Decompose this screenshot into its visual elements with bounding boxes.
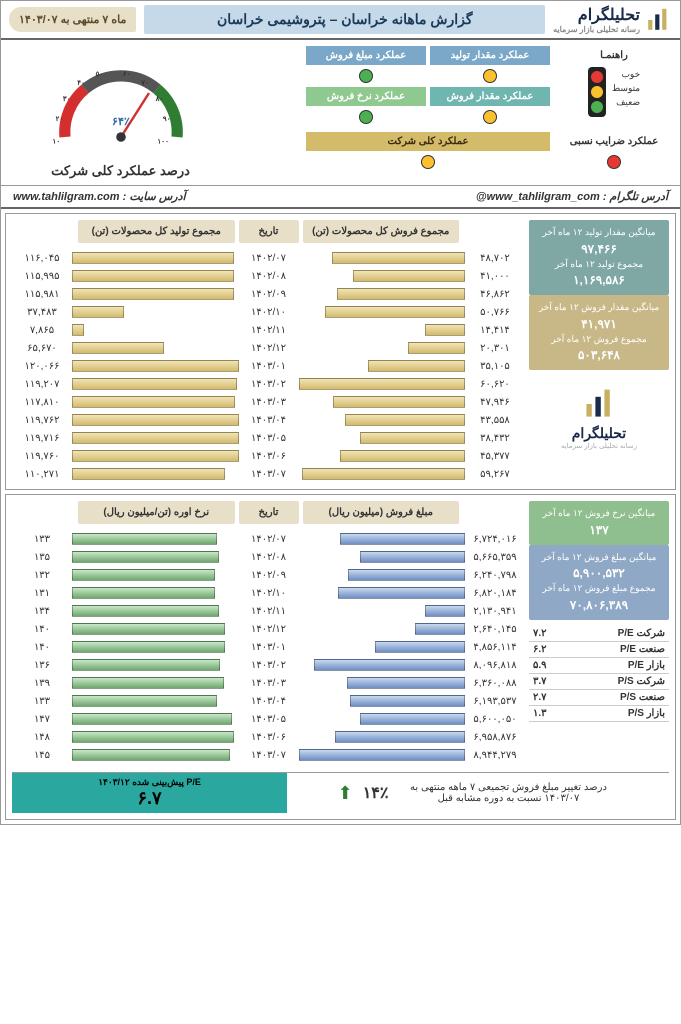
svg-text:۷۰: ۷۰ bbox=[140, 78, 149, 87]
stat-box: میانگین مقدار تولید ۱۲ ماه آخر۹۷,۴۶۶ مجم… bbox=[529, 220, 669, 295]
ratios-table: P/E شرکت۷.۲P/E صنعت۶.۲P/E بازار۵.۹P/S شر… bbox=[529, 626, 669, 722]
section-amount-rate: میانگین نرخ فروش ۱۲ ماه آخر۱۳۷ میانگین م… bbox=[5, 494, 676, 820]
data-row: ۶,۸۲۰,۱۸۴ ۱۴۰۲/۱۰ ۱۳۱ bbox=[12, 584, 525, 602]
data-row: ۵,۶۶۵,۳۵۹ ۱۴۰۲/۰۸ ۱۳۵ bbox=[12, 548, 525, 566]
data-row: ۲,۱۳۰,۹۴۱ ۱۴۰۲/۱۱ ۱۳۴ bbox=[12, 602, 525, 620]
data-row: ۸,۹۴۴,۲۷۹ ۱۴۰۳/۰۷ ۱۴۵ bbox=[12, 746, 525, 764]
data-row: ۳۸,۴۳۲ ۱۴۰۳/۰۵ ۱۱۹,۷۱۶ bbox=[12, 429, 525, 447]
legend-title: راهنمـا bbox=[554, 46, 674, 65]
col-sales-qty: مجموع فروش کل محصولات (تن) bbox=[303, 220, 460, 243]
data-row: ۶,۱۹۳,۵۳۷ ۱۴۰۳/۰۴ ۱۳۳ bbox=[12, 692, 525, 710]
ratio-row: P/E صنعت۶.۲ bbox=[529, 642, 669, 658]
section-production-sales-qty: میانگین مقدار تولید ۱۲ ماه آخر۹۷,۴۶۶ مجم… bbox=[5, 213, 676, 490]
forward-pe-box: P/E پیش‌بینی شده ۱۴۰۳/۱۲ ۶.۷ bbox=[12, 773, 287, 813]
data-row: ۶,۳۶۰,۰۸۸ ۱۴۰۳/۰۳ ۱۳۹ bbox=[12, 674, 525, 692]
arrow-up-icon: ⬆ bbox=[338, 783, 353, 804]
data-row: ۶,۲۴۰,۷۹۸ ۱۴۰۲/۰۹ ۱۳۲ bbox=[12, 566, 525, 584]
perf-sale-qty-light bbox=[483, 110, 497, 124]
brand-name: تحلیلگرام bbox=[553, 5, 640, 25]
data-row: ۸,۰۹۶,۸۱۸ ۱۴۰۳/۰۲ ۱۳۶ bbox=[12, 656, 525, 674]
ratio-row: P/E شرکت۷.۲ bbox=[529, 626, 669, 642]
perf-prod-qty-light bbox=[483, 69, 497, 83]
data-row: ۲۰,۳۰۱ ۱۴۰۲/۱۲ ۶۵,۶۷۰ bbox=[12, 339, 525, 357]
ratio-row: P/S شرکت۳.۷ bbox=[529, 674, 669, 690]
stat-box: میانگین نرخ فروش ۱۲ ماه آخر۱۳۷ bbox=[529, 501, 669, 545]
report-date: ماه ۷ منتهی به ۱۴۰۳/۰۷ bbox=[9, 7, 136, 32]
stat-box: میانگین مقدار فروش ۱۲ ماه آخر۴۱,۹۷۱ مجمو… bbox=[529, 295, 669, 370]
svg-text:۱۰: ۱۰ bbox=[52, 136, 60, 145]
perf-sale-amt-label: عملکرد مبلغ فروش bbox=[306, 46, 426, 65]
legend-labels: خوبمتوسطضعیف bbox=[612, 67, 640, 117]
side-logo: تحلیلگرام رسانه تحلیلی بازار سرمایه bbox=[529, 386, 669, 450]
change-text: درصد تغییر مبلغ فروش تجمیعی ۷ ماهه منتهی… bbox=[398, 782, 618, 804]
svg-text:۳۰: ۳۰ bbox=[62, 94, 70, 103]
perf-sale-rate-light bbox=[359, 110, 373, 124]
col-prod-qty: مجموع تولید کل محصولات (تن) bbox=[78, 220, 235, 243]
gauge-chart: ۱۰ ۲۰ ۳۰ ۴۰ ۵۰ ۶۰ ۷۰ ۸۰ ۹۰ ۱۰۰ ۶۴٪ bbox=[41, 46, 201, 156]
performance-panel: راهنمـا خوبمتوسطضعیف عملکرد مقدار تولید … bbox=[1, 40, 680, 186]
ratio-row: P/S بازار۱.۳ bbox=[529, 706, 669, 722]
col-amount: مبلغ فروش (میلیون ریال) bbox=[303, 501, 460, 524]
report-header: تحلیلگرام رسانه تحلیلی بازار سرمایه گزار… bbox=[1, 1, 680, 40]
data-row: ۴۶,۸۶۲ ۱۴۰۲/۰۹ ۱۱۵,۹۸۱ bbox=[12, 285, 525, 303]
col-rate: نرخ اوره (تن/میلیون ریال) bbox=[78, 501, 235, 524]
footer-summary: درصد تغییر مبلغ فروش تجمیعی ۷ ماهه منتهی… bbox=[12, 772, 669, 813]
gauge-title: درصد عملکرد کلی شرکت bbox=[7, 163, 234, 179]
data-row: ۵۰,۷۶۶ ۱۴۰۲/۱۰ ۳۷,۴۸۳ bbox=[12, 303, 525, 321]
svg-text:۸۰: ۸۰ bbox=[154, 94, 163, 103]
perf-coeff-label: عملکرد ضرایب نسبی bbox=[554, 132, 674, 151]
svg-text:۶۴٪: ۶۴٪ bbox=[111, 116, 129, 128]
traffic-light-icon bbox=[588, 67, 606, 117]
perf-overall-label: عملکرد کلی شرکت bbox=[306, 132, 550, 151]
svg-text:۵۰: ۵۰ bbox=[95, 69, 103, 78]
data-row: ۶۰,۶۲۰ ۱۴۰۳/۰۲ ۱۱۹,۲۰۷ bbox=[12, 375, 525, 393]
data-row: ۳۵,۱۰۵ ۱۴۰۳/۰۱ ۱۲۰,۰۶۶ bbox=[12, 357, 525, 375]
data-row: ۲,۶۴۰,۱۴۵ ۱۴۰۲/۱۲ ۱۴۰ bbox=[12, 620, 525, 638]
col-date: تاریخ bbox=[239, 220, 299, 243]
data-row: ۵۹,۲۶۷ ۱۴۰۳/۰۷ ۱۱۰,۲۷۱ bbox=[12, 465, 525, 483]
perf-prod-qty-label: عملکرد مقدار تولید bbox=[430, 46, 550, 65]
change-pct: ۱۴٪ bbox=[363, 783, 389, 803]
logo-icon bbox=[644, 6, 672, 34]
perf-coeff-light bbox=[607, 155, 621, 169]
report-title: گزارش ماهانه خراسان – پتروشیمی خراسان bbox=[144, 5, 545, 34]
data-row: ۶,۷۲۴,۰۱۶ ۱۴۰۲/۰۷ ۱۳۳ bbox=[12, 530, 525, 548]
data-row: ۴۵,۳۷۷ ۱۴۰۳/۰۶ ۱۱۹,۷۶۰ bbox=[12, 447, 525, 465]
col-date2: تاریخ bbox=[239, 501, 299, 524]
data-row: ۴۱,۰۰۰ ۱۴۰۲/۰۸ ۱۱۵,۹۹۵ bbox=[12, 267, 525, 285]
data-row: ۴۷,۹۴۶ ۱۴۰۳/۰۳ ۱۱۷,۸۱۰ bbox=[12, 393, 525, 411]
links-bar: آدرس تلگرام : @www_tahlilgram_com آدرس س… bbox=[1, 186, 680, 209]
data-row: ۱۴,۴۱۴ ۱۴۰۲/۱۱ ۷,۸۶۵ bbox=[12, 321, 525, 339]
brand-sub: رسانه تحلیلی بازار سرمایه bbox=[553, 25, 640, 34]
perf-sale-qty-label: عملکرد مقدار فروش bbox=[430, 87, 550, 106]
ratio-row: P/E بازار۵.۹ bbox=[529, 658, 669, 674]
data-row: ۴,۸۵۶,۱۱۴ ۱۴۰۳/۰۱ ۱۴۰ bbox=[12, 638, 525, 656]
perf-sale-rate-label: عملکرد نرخ فروش bbox=[306, 87, 426, 106]
svg-text:۴۰: ۴۰ bbox=[77, 78, 85, 87]
telegram-link[interactable]: @www_tahlilgram_com bbox=[476, 191, 600, 203]
data-row: ۶,۹۵۸,۸۷۶ ۱۴۰۳/۰۶ ۱۴۸ bbox=[12, 728, 525, 746]
svg-text:۲۰: ۲۰ bbox=[55, 114, 63, 123]
data-row: ۴۸,۷۰۲ ۱۴۰۲/۰۷ ۱۱۶,۰۴۵ bbox=[12, 249, 525, 267]
svg-text:۱۰۰: ۱۰۰ bbox=[157, 136, 169, 145]
stat-box: میانگین مبلغ فروش ۱۲ ماه آخر۵,۹۰۰,۵۳۲ مج… bbox=[529, 545, 669, 620]
brand-logo: تحلیلگرام رسانه تحلیلی بازار سرمایه bbox=[553, 5, 672, 34]
svg-text:۹۰: ۹۰ bbox=[162, 114, 170, 123]
site-link[interactable]: www.tahlilgram.com bbox=[13, 191, 120, 203]
data-row: ۵,۶۰۰,۰۵۰ ۱۴۰۳/۰۵ ۱۴۷ bbox=[12, 710, 525, 728]
perf-overall-light bbox=[421, 155, 435, 169]
perf-sale-amt-light bbox=[359, 69, 373, 83]
svg-text:۶۰: ۶۰ bbox=[122, 69, 130, 78]
data-row: ۴۳,۵۵۸ ۱۴۰۳/۰۴ ۱۱۹,۷۶۲ bbox=[12, 411, 525, 429]
ratio-row: P/S صنعت۲.۷ bbox=[529, 690, 669, 706]
